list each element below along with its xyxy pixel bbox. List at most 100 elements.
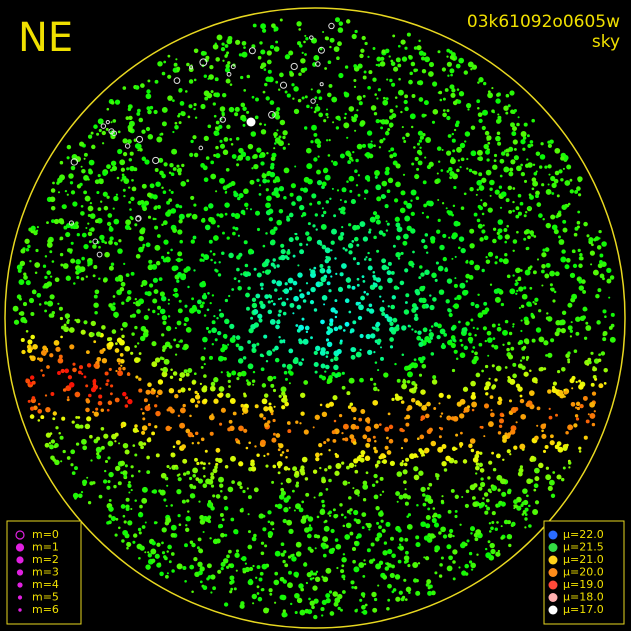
star xyxy=(608,296,611,299)
star xyxy=(90,131,94,135)
star xyxy=(350,406,357,413)
star xyxy=(287,143,290,146)
star xyxy=(272,464,277,469)
star xyxy=(33,230,38,236)
star xyxy=(431,590,436,596)
star xyxy=(353,78,357,83)
bright-star xyxy=(105,120,110,125)
star xyxy=(121,334,125,339)
star xyxy=(72,201,78,207)
star xyxy=(96,454,102,460)
star xyxy=(591,391,597,396)
star xyxy=(108,337,113,341)
star xyxy=(411,307,417,313)
star xyxy=(256,453,260,457)
star xyxy=(482,109,488,116)
star xyxy=(308,524,312,527)
star xyxy=(251,297,257,302)
star xyxy=(485,256,488,259)
star xyxy=(273,147,276,150)
star xyxy=(322,553,327,558)
star xyxy=(240,75,244,80)
star xyxy=(376,338,382,344)
star xyxy=(260,49,266,55)
star xyxy=(109,392,113,396)
star xyxy=(269,319,276,325)
star xyxy=(117,370,124,377)
star xyxy=(560,256,567,263)
star xyxy=(352,257,357,261)
star xyxy=(147,382,152,387)
star xyxy=(218,261,221,264)
star xyxy=(266,179,270,183)
star xyxy=(409,388,414,393)
star xyxy=(87,231,93,237)
star xyxy=(367,251,370,255)
star xyxy=(141,156,147,162)
star xyxy=(154,357,161,363)
star xyxy=(329,45,332,49)
star xyxy=(164,256,171,263)
star xyxy=(272,375,277,380)
star xyxy=(215,462,219,466)
star xyxy=(320,607,325,612)
star xyxy=(543,423,547,427)
star xyxy=(83,175,89,181)
star xyxy=(302,299,307,303)
star xyxy=(380,519,384,523)
star xyxy=(101,325,106,330)
star xyxy=(278,394,282,398)
star xyxy=(146,89,151,94)
star xyxy=(301,500,305,504)
star xyxy=(478,185,485,191)
star xyxy=(71,471,76,475)
star xyxy=(442,97,446,101)
star xyxy=(400,39,406,45)
star xyxy=(304,477,309,481)
star xyxy=(112,119,117,123)
bright-star xyxy=(310,98,316,104)
bright-star xyxy=(173,77,181,84)
star xyxy=(329,611,335,616)
star xyxy=(384,445,389,450)
star xyxy=(304,608,310,614)
star xyxy=(508,543,512,548)
star xyxy=(554,271,560,277)
star xyxy=(579,253,583,257)
star xyxy=(342,553,346,556)
star xyxy=(394,393,399,398)
star xyxy=(547,143,552,148)
star xyxy=(410,362,415,366)
star xyxy=(372,77,377,82)
star xyxy=(297,41,302,46)
star xyxy=(511,521,516,527)
star xyxy=(274,142,277,145)
star xyxy=(221,92,227,98)
star xyxy=(339,339,343,343)
star xyxy=(592,269,599,276)
star xyxy=(105,382,109,386)
star xyxy=(483,143,489,150)
star xyxy=(191,380,196,385)
star xyxy=(151,541,156,546)
star xyxy=(72,492,79,499)
star xyxy=(431,120,436,124)
star xyxy=(67,396,70,399)
star xyxy=(505,152,510,157)
star xyxy=(298,339,304,345)
star xyxy=(308,597,311,601)
star xyxy=(386,222,390,226)
star xyxy=(107,341,114,348)
star xyxy=(564,264,570,270)
star xyxy=(199,258,203,262)
star xyxy=(323,168,328,174)
star xyxy=(165,504,168,508)
star xyxy=(283,497,289,503)
star xyxy=(282,518,287,524)
star xyxy=(452,204,456,208)
star xyxy=(402,469,408,475)
star xyxy=(396,500,399,503)
star xyxy=(321,214,325,218)
star xyxy=(192,135,197,140)
star xyxy=(591,243,594,247)
